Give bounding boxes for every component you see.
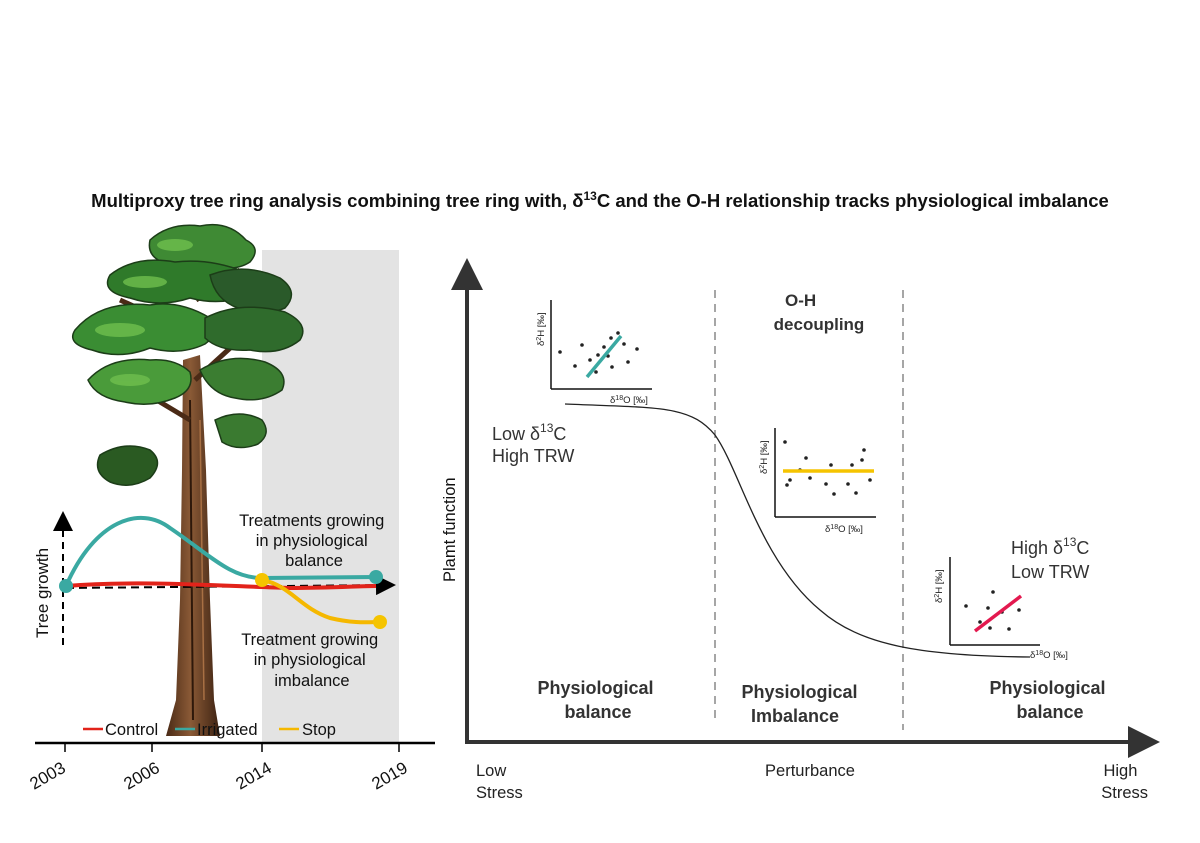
legend-stop: Stop: [302, 721, 336, 739]
high-trw-label: High TRW: [492, 446, 574, 466]
imbalance-annotation: Treatment growing in physiological imbal…: [241, 631, 383, 690]
oh-decoupling-label: O-H decoupling: [774, 291, 865, 334]
legend-irrigated: Irrigated: [197, 721, 258, 739]
pine-tree-illustration: [71, 223, 304, 736]
control-curve: [65, 581, 377, 591]
stop-end-dot: [373, 615, 387, 629]
low-stress-label: Low Stress: [476, 762, 523, 802]
year-label: 2003: [27, 758, 69, 793]
year-label: 2006: [121, 758, 163, 793]
irrigated-start-dot: [59, 579, 73, 593]
high-d13c-label: High δ13C: [1011, 535, 1089, 558]
year-label: 2014: [233, 758, 275, 793]
perturbance-label: Perturbance: [765, 762, 855, 780]
year-ticks: [64, 743, 400, 752]
inset-y-label: δ2H [‰]: [759, 441, 770, 474]
low-trw-label: Low TRW: [1011, 562, 1089, 582]
plant-function-curve: [564, 403, 1031, 658]
high-stress-label: High Stress: [1101, 762, 1148, 802]
stop-curve: [261, 578, 381, 625]
regression-line: [973, 594, 1023, 633]
inset-scatter-stress: δ2H [‰] δ18O [‰]: [934, 557, 1068, 661]
regression-line: [585, 334, 623, 379]
inset-y-label: δ2H [‰]: [934, 570, 945, 603]
inset-x-label: δ18O [‰]: [1030, 650, 1068, 661]
stop-start-dot: [255, 573, 269, 587]
inset-x-label: δ18O [‰]: [610, 395, 648, 406]
figure-title: Multiproxy tree ring analysis combining …: [91, 189, 1109, 211]
right-panel: Plamt function Low Stress Perturbance Hi…: [441, 258, 1160, 802]
inset-scatter-coupled: δ2H [‰] δ18O [‰]: [536, 300, 652, 406]
zone-label-balance-left: Physiological balance: [537, 678, 658, 722]
inset-x-label: δ18O [‰]: [825, 524, 863, 535]
plant-function-label: Plamt function: [441, 477, 459, 582]
legend: Control Irrigated Stop: [83, 721, 336, 739]
inset-y-label: δ2H [‰]: [536, 313, 547, 346]
irrigated-end-dot: [369, 570, 383, 584]
legend-control: Control: [105, 721, 158, 739]
zone-label-imbalance: Physiological Imbalance: [741, 682, 862, 726]
balance-annotation: Treatments growing in physiological bala…: [239, 512, 389, 570]
low-d13c-label: Low δ13C: [492, 421, 566, 444]
zone-label-balance-right: Physiological balance: [989, 678, 1110, 722]
inset-scatter-decoupled: δ2H [‰] δ18O [‰]: [759, 428, 876, 535]
left-panel: Tree growth Treatments growing in physio…: [27, 223, 435, 793]
irrigated-curve: [64, 515, 377, 587]
tree-growth-label: Tree growth: [33, 548, 52, 638]
year-label: 2019: [369, 758, 411, 793]
